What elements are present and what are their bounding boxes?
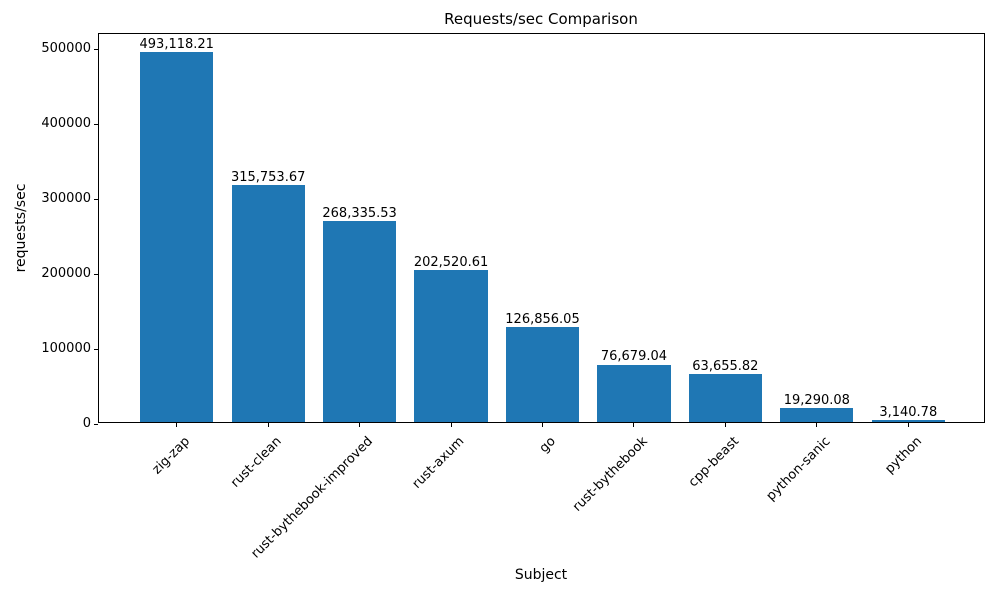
bar-rust-bythebook bbox=[597, 364, 671, 422]
bar-python-sanic bbox=[780, 407, 854, 422]
bar-rust-bythebook-improved bbox=[323, 220, 397, 422]
x-tick-label-python-sanic: python-sanic bbox=[763, 434, 834, 504]
y-tick bbox=[94, 123, 98, 125]
bar-rust-axum bbox=[414, 270, 488, 422]
x-tick bbox=[816, 423, 818, 427]
bar-value-label: 493,118.21 bbox=[139, 37, 214, 53]
bar-rust-clean bbox=[231, 185, 305, 422]
y-tick bbox=[94, 48, 98, 50]
x-tick bbox=[542, 423, 543, 427]
bar-value-label: 315,753.67 bbox=[230, 170, 306, 186]
bar-python bbox=[871, 419, 945, 422]
x-tick bbox=[633, 423, 635, 427]
chart-title: Requests/sec Comparison bbox=[444, 10, 638, 28]
plot-area: 0 100000 200000 300000 400000 500000 493,118.2… bbox=[41, 33, 985, 561]
bar-zig-zap bbox=[140, 52, 214, 422]
y-tick bbox=[94, 423, 98, 425]
y-tick-label: 400000 bbox=[41, 116, 91, 131]
x-tick bbox=[724, 423, 726, 427]
x-tick bbox=[450, 423, 452, 427]
y-tick-label: 300000 bbox=[41, 191, 91, 206]
bar-value-label: 126,856.05 bbox=[505, 311, 580, 327]
x-tick-label-zig-zap: zig-zap bbox=[149, 434, 194, 478]
x-tick-label-python: python bbox=[882, 434, 925, 477]
x-tick bbox=[359, 423, 361, 427]
bar-cpp-beast bbox=[688, 374, 762, 422]
y-axis-label: requests/sec bbox=[13, 183, 29, 273]
bar-value-label: 63,655.82 bbox=[692, 359, 759, 375]
x-tick-label-cpp-beast: cpp-beast bbox=[685, 434, 742, 491]
y-tick bbox=[94, 348, 98, 350]
x-tick-label-rust-axum: rust-axum bbox=[409, 434, 468, 492]
x-tick-label-rust-bythebook: rust-bythebook bbox=[569, 434, 651, 515]
bar-value-label: 268,335.53 bbox=[322, 205, 397, 221]
bar-value-label: 202,520.61 bbox=[413, 255, 489, 271]
x-axis-label: Subject bbox=[514, 567, 568, 583]
x-tick bbox=[267, 423, 269, 427]
y-tick-label: 500000 bbox=[41, 41, 91, 56]
y-tick-label: 200000 bbox=[41, 266, 91, 281]
x-tick-label-go: go bbox=[537, 434, 560, 457]
y-tick bbox=[94, 273, 98, 275]
x-tick bbox=[907, 423, 909, 427]
bar-go bbox=[505, 326, 580, 422]
bar-value-label: 19,290.08 bbox=[783, 392, 850, 408]
y-tick-label: 0 bbox=[82, 416, 91, 431]
y-tick-label: 100000 bbox=[41, 341, 91, 356]
bar-value-label: 76,679.04 bbox=[600, 349, 668, 365]
bar-value-label: 3,140.78 bbox=[879, 404, 938, 420]
x-tick-label-rust-clean: rust-clean bbox=[228, 434, 285, 491]
x-tick bbox=[176, 423, 178, 427]
y-tick bbox=[94, 198, 98, 200]
